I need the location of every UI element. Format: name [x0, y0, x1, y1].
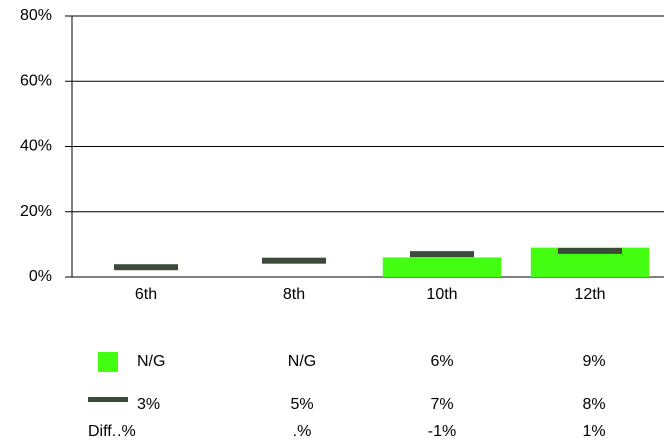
table-value: 9%	[582, 353, 605, 370]
x-tick-label: 10th	[426, 286, 457, 303]
legend-swatch	[88, 397, 128, 402]
diff-label: Diff.	[88, 423, 116, 440]
table-value: 7%	[430, 396, 453, 413]
marker	[262, 257, 326, 264]
table-value: 6%	[430, 353, 453, 370]
table-diff: -1%	[428, 423, 456, 440]
table-value: 5%	[290, 396, 313, 413]
y-tick-label: 60%	[20, 72, 52, 89]
table-value: N/G	[137, 353, 165, 370]
table-diff: .%	[293, 423, 312, 440]
table-diff: 1%	[582, 423, 605, 440]
x-tick-label: 6th	[135, 286, 157, 303]
x-tick-label: 8th	[283, 286, 305, 303]
y-tick-label: 20%	[20, 203, 52, 220]
marker	[558, 247, 622, 254]
legend-swatch	[98, 352, 118, 372]
marker	[114, 264, 178, 271]
table-value: 8%	[582, 396, 605, 413]
table-diff: .%	[117, 423, 136, 440]
x-tick-label: 12th	[574, 286, 605, 303]
table-value: N/G	[288, 353, 316, 370]
table-value: 3%	[137, 396, 160, 413]
bar	[382, 257, 502, 277]
y-tick-label: 80%	[20, 7, 52, 24]
y-tick-label: 0%	[29, 268, 52, 285]
y-tick-label: 40%	[20, 138, 52, 155]
marker	[410, 251, 474, 258]
